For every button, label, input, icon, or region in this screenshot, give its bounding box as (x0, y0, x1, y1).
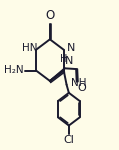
Text: O: O (46, 9, 55, 22)
Text: O: O (78, 83, 87, 93)
Text: H₂N: H₂N (5, 65, 24, 75)
Text: N: N (67, 43, 75, 53)
Text: N: N (65, 56, 74, 66)
Text: NH: NH (71, 78, 87, 88)
Text: H: H (60, 54, 67, 64)
Text: Cl: Cl (63, 135, 74, 145)
Text: HN: HN (22, 42, 38, 52)
